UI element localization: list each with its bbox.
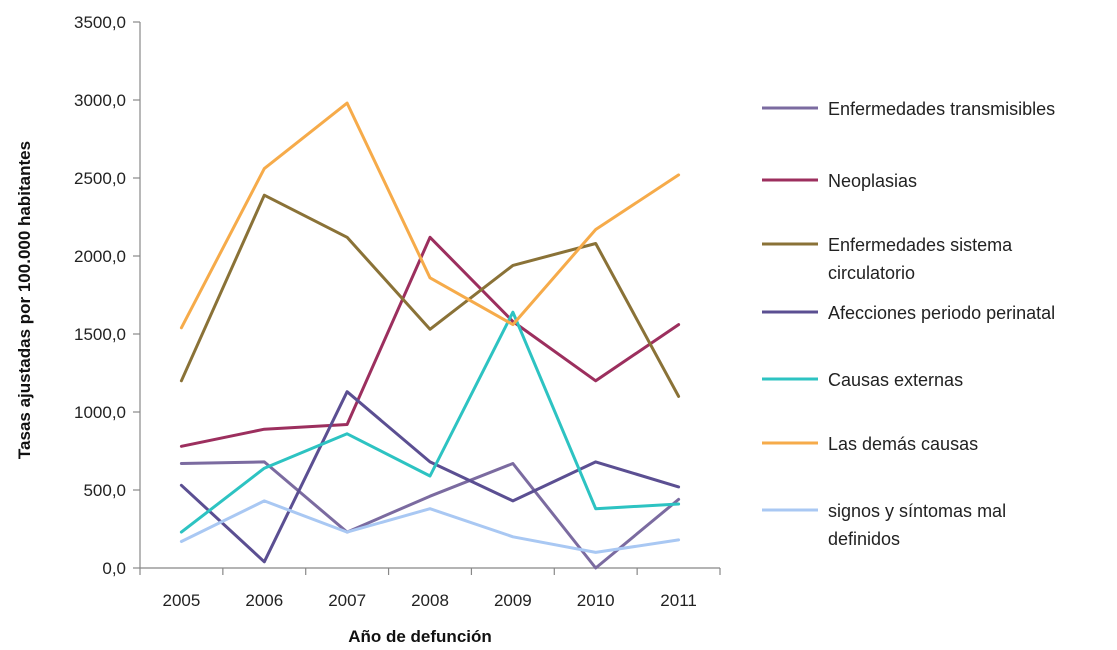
chart-axes <box>139 22 720 569</box>
series-line-7 <box>179 499 681 554</box>
x-tick-label: 2005 <box>163 591 201 610</box>
legend-label: circulatorio <box>828 263 915 283</box>
x-tick-label: 2011 <box>660 591 697 610</box>
y-axis-ticks: 0,0 500,0 1000,0 1500,0 2000,0 2500,0 3000,0 35… <box>74 13 140 578</box>
legend-label: Enfermedades sistema <box>828 235 1013 255</box>
legend-label: signos y síntomas mal <box>828 501 1006 521</box>
y-tick-label: 1500,0 <box>74 325 126 344</box>
x-tick-label: 2008 <box>411 591 449 610</box>
series-line-6 <box>179 101 681 330</box>
chart-series-lines <box>179 101 681 570</box>
y-tick-label: 2500,0 <box>74 169 126 188</box>
legend-label: Causas externas <box>828 370 963 390</box>
y-tick-label: 1000,0 <box>74 403 126 422</box>
y-tick-label: 500,0 <box>83 481 126 500</box>
x-tick-label: 2007 <box>328 591 366 610</box>
chart-legend: Enfermedades transmisibles Neoplasias Enfe… <box>762 99 1055 549</box>
y-tick-label: 3000,0 <box>74 91 126 110</box>
series-line-1 <box>179 460 681 570</box>
y-axis-title: Tasas ajustadas por 100.000 habitantes <box>15 141 34 459</box>
series-line-4 <box>179 390 681 564</box>
x-tick-label: 2006 <box>245 591 283 610</box>
legend-label: Neoplasias <box>828 171 917 191</box>
legend-label: Afecciones periodo perinatal <box>828 303 1055 323</box>
series-line-3 <box>179 193 681 398</box>
x-tick-label: 2010 <box>577 591 615 610</box>
legend-label: definidos <box>828 529 900 549</box>
y-tick-label: 3500,0 <box>74 13 126 32</box>
legend-label: Enfermedades transmisibles <box>828 99 1055 119</box>
y-tick-label: 0,0 <box>102 559 126 578</box>
y-tick-label: 2000,0 <box>74 247 126 266</box>
legend-label: Las demás causas <box>828 434 978 454</box>
x-axis-ticks: 2005 2006 2007 2008 2009 2010 2011 <box>139 568 721 610</box>
x-axis-title: Año de defunción <box>348 627 492 646</box>
series-line-2 <box>179 235 681 448</box>
series-line-5 <box>179 310 681 534</box>
x-tick-label: 2009 <box>494 591 532 610</box>
